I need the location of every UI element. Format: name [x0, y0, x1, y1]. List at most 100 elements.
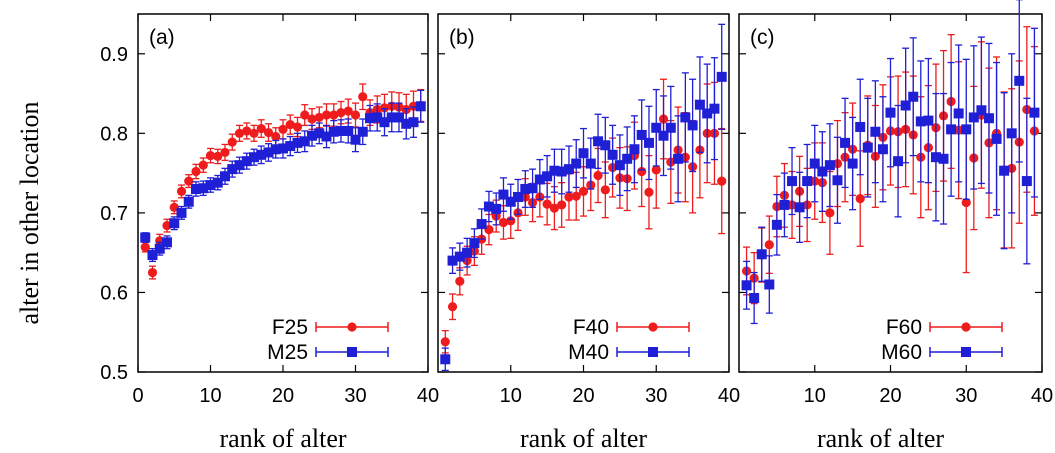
data-point: [227, 164, 238, 175]
data-point: [862, 142, 873, 153]
data-point: [256, 123, 266, 134]
data-point: [556, 166, 567, 177]
panel-label: (c): [750, 26, 775, 49]
data-point: [242, 126, 252, 136]
data-point: [336, 125, 346, 136]
x-tick-label: 30: [344, 385, 366, 407]
data-point: [779, 199, 790, 210]
data-point: [534, 174, 545, 185]
data-point: [520, 184, 531, 195]
series-M25: [140, 89, 426, 263]
data-point: [476, 219, 487, 230]
data-point: [771, 219, 782, 230]
data-point: [840, 137, 851, 148]
data-point: [249, 152, 259, 163]
data-point: [1006, 128, 1017, 139]
data-point: [687, 120, 698, 131]
data-point: [900, 100, 911, 111]
data-point: [557, 200, 567, 210]
data-point: [809, 158, 820, 169]
data-point: [694, 99, 705, 110]
data-point: [513, 191, 524, 202]
data-point: [756, 249, 767, 260]
data-point: [825, 208, 835, 218]
legend-label: M60: [881, 341, 922, 364]
data-point: [938, 153, 949, 164]
x-tick-label: 40: [1031, 385, 1053, 407]
x-tick-label: 20: [572, 385, 594, 407]
data-point: [278, 143, 288, 154]
data-point: [191, 166, 201, 177]
data-point: [415, 101, 426, 112]
data-point: [314, 112, 324, 123]
legend-marker: [961, 322, 971, 332]
data-point: [176, 186, 187, 197]
data-point: [749, 293, 760, 304]
data-point: [600, 185, 610, 195]
data-point: [498, 189, 509, 200]
data-point: [855, 193, 865, 204]
data-point: [908, 91, 919, 102]
data-point: [358, 92, 368, 102]
x-tick-label: 30: [645, 385, 667, 407]
panel-label: (b): [449, 26, 475, 49]
data-point: [336, 108, 346, 118]
x-tick-label: 10: [804, 385, 826, 407]
data-point: [787, 176, 798, 187]
data-point: [147, 250, 158, 261]
data-point: [885, 107, 896, 118]
legend-label: M25: [267, 341, 308, 364]
data-point: [350, 134, 361, 145]
data-point: [270, 144, 281, 155]
data-point: [169, 218, 180, 229]
data-point: [658, 130, 669, 141]
data-point: [372, 112, 383, 123]
data-point: [999, 165, 1010, 176]
data-point: [213, 151, 223, 162]
x-tick-label: 40: [718, 385, 740, 407]
data-point: [205, 180, 216, 191]
data-point: [542, 171, 553, 182]
data-point: [469, 238, 480, 249]
x-axis-label: rank of alter: [520, 424, 647, 453]
data-point: [350, 110, 361, 120]
data-point: [321, 110, 332, 120]
data-point: [578, 186, 589, 197]
data-point: [600, 140, 611, 151]
data-point: [953, 108, 964, 119]
data-point: [870, 126, 881, 137]
data-point: [249, 128, 259, 138]
legend-label: F25: [272, 316, 308, 339]
data-point: [527, 183, 538, 194]
data-point: [847, 158, 858, 169]
data-point: [915, 116, 926, 127]
data-point: [946, 124, 957, 135]
data-point: [343, 125, 354, 136]
data-point: [271, 131, 281, 142]
data-point: [709, 103, 720, 114]
y-axis-label: alter in other location: [15, 101, 44, 324]
data-point: [991, 133, 1002, 144]
y-tick-label: 0.5: [100, 362, 128, 384]
data-point: [764, 240, 774, 250]
legend-marker: [648, 322, 658, 332]
data-point: [140, 242, 150, 252]
x-tick-label: 0: [132, 385, 143, 407]
data-point: [832, 175, 843, 186]
data-point: [877, 144, 888, 155]
data-point: [893, 156, 904, 167]
data-point: [176, 207, 187, 218]
data-point: [455, 276, 465, 286]
y-tick-label: 0.9: [100, 44, 128, 66]
panels: 0.5 0.6 0.7 0.8 0.9 0 10 20 30 40 rank of alter (a)…: [100, 0, 1053, 453]
data-point: [855, 121, 866, 132]
data-point: [227, 137, 237, 147]
legend-marker: [347, 322, 357, 332]
data-point: [447, 255, 458, 266]
data-point: [299, 136, 310, 147]
data-point: [585, 158, 596, 169]
data-point: [263, 147, 274, 158]
x-axis-label: rank of alter: [219, 424, 346, 453]
